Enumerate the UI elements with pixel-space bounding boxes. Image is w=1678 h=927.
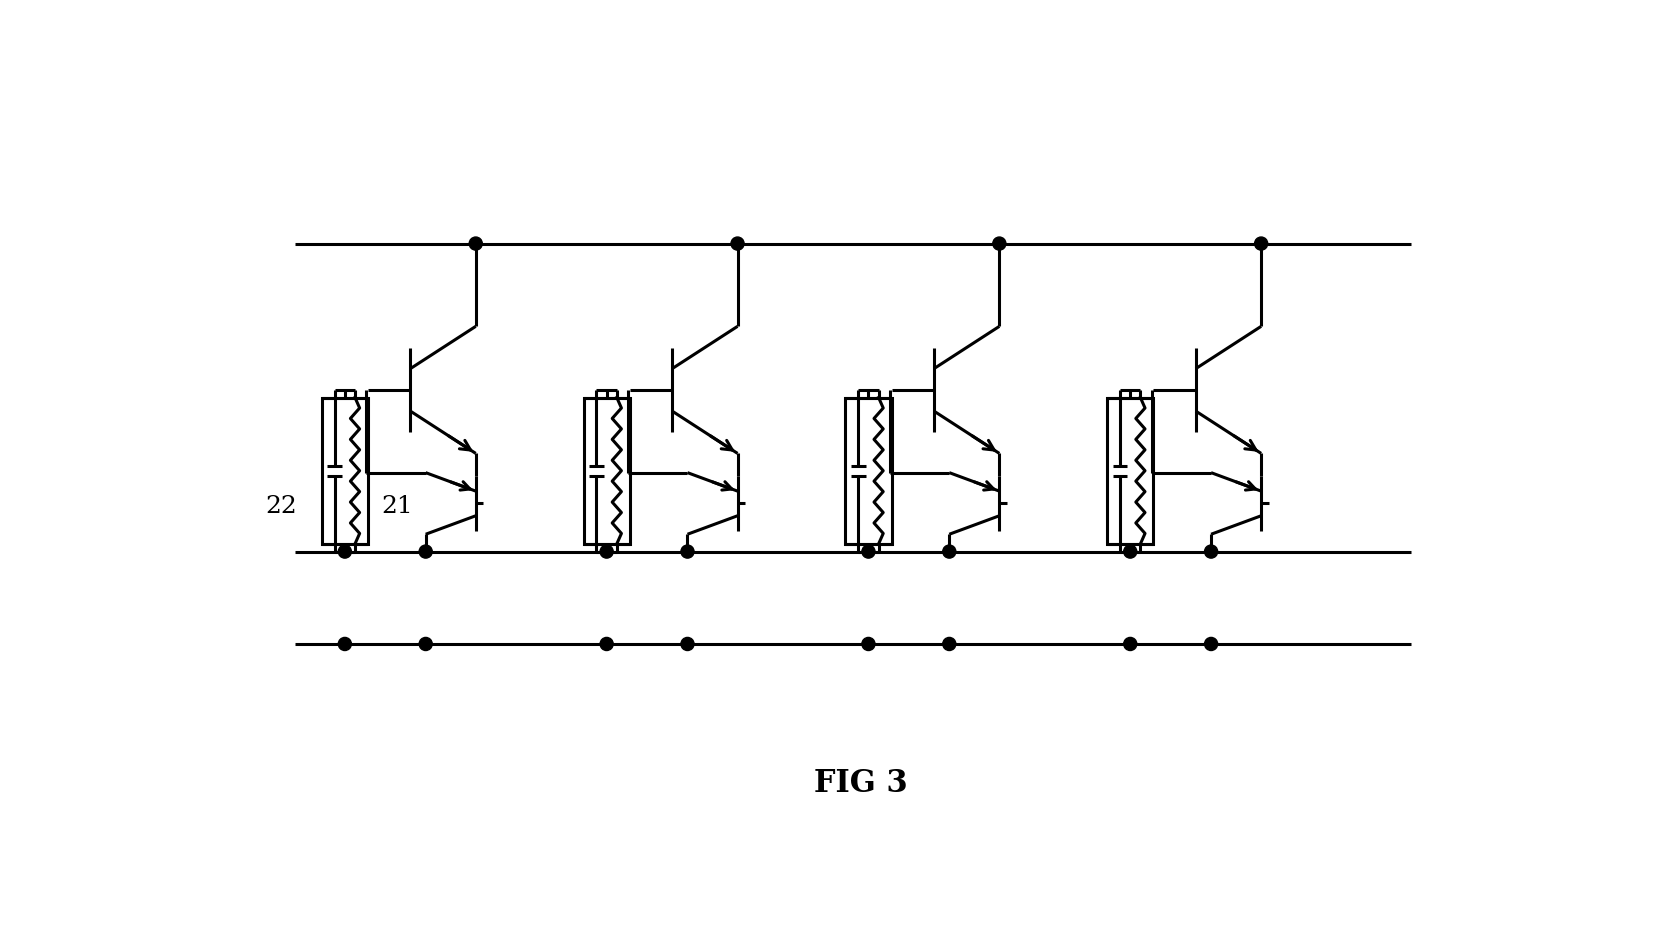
Circle shape — [1255, 237, 1267, 251]
Circle shape — [732, 237, 743, 251]
Circle shape — [681, 545, 695, 558]
Circle shape — [420, 638, 433, 651]
Circle shape — [470, 237, 482, 251]
Text: FIG 3: FIG 3 — [814, 768, 908, 798]
Circle shape — [339, 638, 351, 651]
Circle shape — [862, 545, 874, 558]
Circle shape — [943, 545, 956, 558]
Text: 21: 21 — [383, 494, 413, 517]
Circle shape — [1205, 638, 1218, 651]
Circle shape — [681, 638, 695, 651]
Circle shape — [1124, 545, 1136, 558]
Circle shape — [943, 638, 956, 651]
Circle shape — [420, 545, 433, 558]
Circle shape — [339, 545, 351, 558]
Text: 22: 22 — [265, 494, 297, 517]
Circle shape — [993, 237, 1005, 251]
Circle shape — [1124, 638, 1136, 651]
Circle shape — [1205, 545, 1218, 558]
Circle shape — [601, 545, 612, 558]
Circle shape — [601, 638, 612, 651]
Circle shape — [862, 638, 874, 651]
